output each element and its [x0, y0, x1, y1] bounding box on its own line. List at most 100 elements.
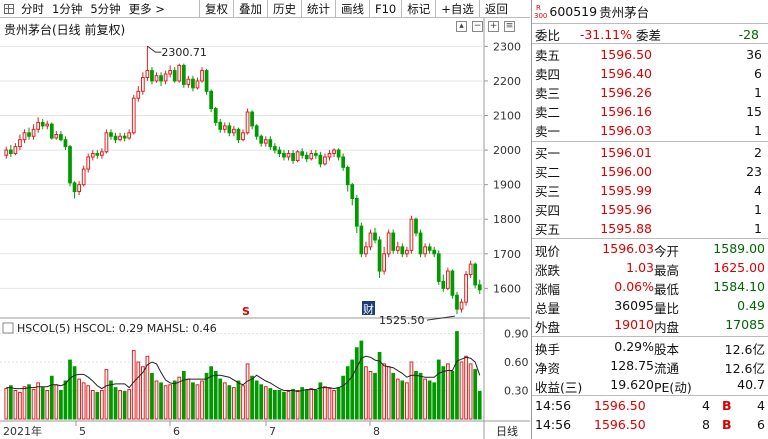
candle-body: [36, 121, 41, 130]
f10-button[interactable]: F10: [368, 0, 401, 18]
candle-body: [45, 123, 50, 127]
tick-row: 14:56 1596.50 8 B 6: [532, 416, 768, 434]
indicator-bar: [245, 363, 250, 420]
candle-body: [168, 70, 173, 75]
restore-rights-button[interactable]: 复权: [198, 0, 233, 18]
indicator-bar: [464, 355, 468, 420]
bid-row[interactable]: 买三 1595.99 4: [532, 181, 768, 199]
indicator-bar: [218, 378, 223, 420]
bid-price: 1595.96: [600, 201, 652, 217]
stat2-label: 股本: [654, 342, 680, 357]
back-button[interactable]: 返回: [478, 0, 513, 18]
stat-row: 总量 36095 量比 0.49: [532, 297, 768, 316]
indicator-bar: [436, 359, 441, 420]
candle-body: [236, 128, 241, 141]
candle-body: [300, 151, 305, 156]
stat-value: 19010: [614, 317, 654, 332]
candle-body: [163, 73, 168, 82]
bid-volume: 1: [754, 220, 762, 236]
indicator-bar: [22, 386, 27, 420]
indicator-bar: [131, 350, 136, 420]
ask-volume: 1: [754, 122, 762, 138]
mahsl-line: [6, 355, 481, 392]
indicator-bar: [423, 378, 427, 420]
market-flag: R 300: [534, 4, 547, 20]
stat2-label: 净资: [535, 361, 561, 376]
ask-row[interactable]: 卖二 1596.16 15: [532, 102, 768, 120]
indicator-bar: [391, 372, 396, 420]
separator-line: [532, 141, 768, 142]
date-tick-label: 8: [373, 425, 380, 438]
indicator-bar: [455, 331, 459, 420]
candle-body: [72, 182, 77, 193]
date-tick-label: 6: [173, 425, 180, 438]
candle-body: [423, 246, 427, 255]
bid-row[interactable]: 买二 1596.00 23: [532, 162, 768, 180]
indicator-bar: [63, 380, 68, 420]
price-tick-label: 1900: [493, 179, 521, 192]
indicator-bar: [18, 391, 22, 420]
settings-icon[interactable]: ≡: [504, 21, 515, 32]
candle-body: [273, 146, 277, 151]
stat-value: 0.49: [737, 298, 765, 313]
ask-row[interactable]: 卖一 1596.03 1: [532, 121, 768, 139]
candle-body: [150, 70, 154, 82]
indicator-bar: [304, 390, 309, 420]
candle-body: [49, 123, 54, 139]
indicator-bar: [100, 390, 104, 420]
tab-more[interactable]: 更多 >: [128, 1, 165, 16]
indicator-bar: [263, 386, 268, 420]
collapse-icon[interactable]: ▴: [456, 21, 467, 32]
mark-button[interactable]: 标记: [401, 0, 435, 18]
candle-body: [8, 149, 13, 155]
candle-body: [90, 153, 95, 158]
indicator-bar: [409, 361, 414, 420]
candle-body: [336, 149, 341, 158]
indicator-label: HSCOL(5) HSCOL: 0.29 MAHSL: 0.46: [17, 322, 217, 335]
indicator-bar: [45, 390, 50, 420]
ask-row[interactable]: 卖四 1596.40 6: [532, 64, 768, 82]
ask-row[interactable]: 卖五 1596.50 36: [532, 45, 768, 63]
candle-body: [122, 135, 127, 139]
bid-row[interactable]: 买四 1595.96 1: [532, 200, 768, 218]
bid-volume: 2: [754, 144, 762, 160]
overlay-button[interactable]: 叠加: [232, 0, 267, 18]
indicator-bar: [441, 366, 446, 420]
candle-body: [332, 149, 336, 155]
price-tick-label: 2000: [493, 144, 521, 157]
candle-body: [104, 132, 109, 153]
zoom-in-icon[interactable]: +: [488, 21, 499, 32]
tab-1min[interactable]: 1分钟: [52, 1, 83, 16]
stat-row: 涨幅 0.06% 最低 1584.10: [532, 278, 768, 297]
candle-body: [468, 263, 473, 276]
indicator-bar: [354, 347, 359, 420]
draw-line-button[interactable]: 画线: [334, 0, 369, 18]
tab-5min[interactable]: 5分钟: [90, 1, 121, 16]
candle-body: [395, 246, 400, 251]
tick-time: 14:56: [535, 417, 572, 432]
indicator-bar: [236, 380, 241, 420]
history-button[interactable]: 历史: [266, 0, 301, 18]
kline-chart-area[interactable]: 贵州茅台(日线 前复权) ▴ − + ≡ 2300 2200 2100 2000 190…: [0, 18, 530, 439]
stock-header: R 300 600519 贵州茅台: [532, 0, 768, 24]
candle-body: [191, 78, 195, 89]
candle-body: [418, 232, 423, 255]
statistics-button[interactable]: 统计: [300, 0, 335, 18]
tick-volume: 8: [702, 417, 710, 432]
layout-grid-icon[interactable]: [4, 3, 14, 14]
tab-intraday[interactable]: 分时: [21, 1, 44, 16]
tick-price: 1596.50: [594, 436, 646, 439]
indicator-bar: [13, 390, 18, 420]
add-watchlist-button[interactable]: +自选: [435, 0, 479, 18]
bid-row[interactable]: 买五 1595.88 1: [532, 219, 768, 237]
bid-row[interactable]: 买一 1596.01 2: [532, 143, 768, 161]
candle-body: [354, 197, 359, 227]
zoom-out-icon[interactable]: −: [472, 21, 483, 32]
candle-body: [382, 253, 386, 272]
separator-line: [532, 43, 768, 44]
bid-label: 买二: [535, 164, 561, 180]
indicator-bar: [291, 389, 295, 420]
ask-row[interactable]: 卖三 1596.26 1: [532, 83, 768, 101]
candle-body: [140, 76, 145, 92]
candle-body: [263, 139, 268, 144]
